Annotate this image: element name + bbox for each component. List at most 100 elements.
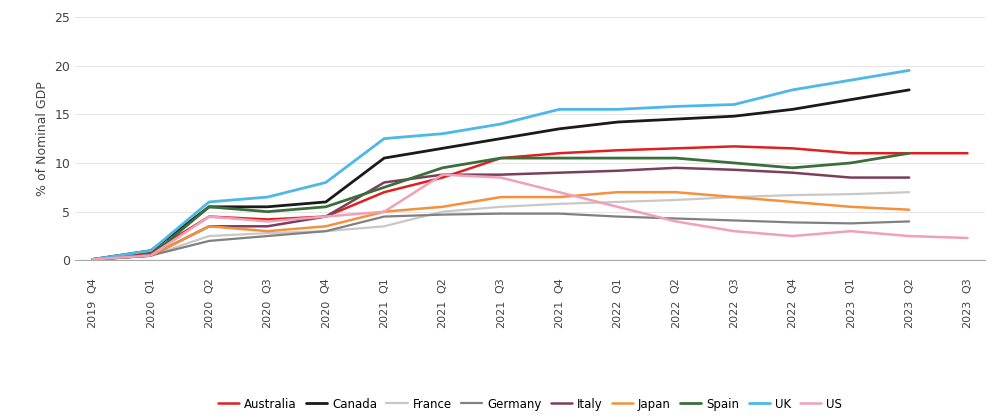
US: [145, 253, 157, 258]
Australia: [436, 175, 448, 180]
Italy: [145, 253, 157, 258]
Australia: [495, 155, 507, 160]
Italy: [903, 175, 915, 180]
Italy: [728, 167, 740, 172]
US: [612, 204, 624, 209]
UK: [903, 68, 915, 73]
Y-axis label: % of Nominal GDP: % of Nominal GDP: [36, 81, 49, 196]
Australia: [145, 250, 157, 255]
Canada: [612, 120, 624, 125]
Italy: [670, 165, 682, 171]
Line: France: France: [92, 192, 909, 260]
Canada: [145, 248, 157, 253]
Spain: [203, 204, 215, 209]
Text: Q4: Q4: [554, 277, 564, 293]
Text: 2022: 2022: [788, 299, 798, 328]
Germany: [436, 212, 448, 217]
US: [320, 214, 332, 219]
US: [961, 236, 973, 241]
UK: [728, 102, 740, 107]
Italy: [495, 172, 507, 177]
Japan: [845, 204, 857, 209]
Canada: [378, 155, 390, 160]
Australia: [903, 151, 915, 156]
France: [903, 190, 915, 195]
UK: [203, 200, 215, 205]
France: [728, 194, 740, 200]
Spain: [786, 165, 798, 171]
UK: [320, 180, 332, 185]
US: [903, 234, 915, 239]
Japan: [612, 190, 624, 195]
Canada: [86, 257, 98, 262]
Canada: [670, 117, 682, 122]
Australia: [553, 151, 565, 156]
Text: 2021: 2021: [554, 299, 564, 328]
Australia: [378, 190, 390, 195]
US: [436, 172, 448, 177]
Legend: Australia, Canada, France, Germany, Italy, Japan, Spain, UK, US: Australia, Canada, France, Germany, Ital…: [213, 393, 847, 415]
Japan: [378, 209, 390, 214]
Australia: [670, 146, 682, 151]
France: [145, 253, 157, 258]
Germany: [86, 257, 98, 262]
Text: 2022: 2022: [612, 299, 622, 328]
Text: 2023: 2023: [904, 299, 914, 328]
Text: 2021: 2021: [379, 299, 389, 328]
US: [553, 190, 565, 195]
France: [786, 193, 798, 198]
Germany: [845, 221, 857, 226]
Italy: [553, 170, 565, 175]
France: [436, 209, 448, 214]
Japan: [436, 204, 448, 209]
Spain: [320, 204, 332, 209]
Spain: [436, 165, 448, 171]
Line: US: US: [92, 175, 967, 260]
US: [86, 257, 98, 262]
Canada: [495, 136, 507, 141]
Japan: [262, 228, 274, 234]
Line: Australia: Australia: [92, 147, 967, 260]
UK: [845, 78, 857, 83]
Spain: [612, 155, 624, 160]
Text: 2019: 2019: [88, 299, 98, 328]
Italy: [203, 224, 215, 229]
Australia: [961, 151, 973, 156]
Japan: [320, 224, 332, 229]
Germany: [320, 228, 332, 234]
Australia: [845, 151, 857, 156]
Italy: [86, 257, 98, 262]
Spain: [86, 257, 98, 262]
Canada: [728, 114, 740, 119]
Japan: [728, 194, 740, 200]
Line: Italy: Italy: [92, 168, 909, 260]
Text: Q1: Q1: [612, 277, 622, 293]
Text: Q3: Q3: [729, 277, 739, 293]
Text: Q2: Q2: [904, 277, 914, 293]
UK: [670, 104, 682, 109]
Text: Q1: Q1: [846, 277, 856, 293]
Japan: [786, 200, 798, 205]
Text: Q4: Q4: [788, 277, 798, 293]
Text: Q1: Q1: [146, 277, 156, 293]
US: [495, 175, 507, 180]
Text: Q4: Q4: [88, 277, 98, 293]
Japan: [203, 224, 215, 229]
Text: Q2: Q2: [204, 277, 214, 293]
France: [670, 197, 682, 202]
Germany: [203, 239, 215, 244]
US: [203, 214, 215, 219]
Japan: [903, 207, 915, 212]
Text: 2022: 2022: [671, 299, 681, 328]
Italy: [612, 168, 624, 173]
France: [845, 192, 857, 197]
Line: Germany: Germany: [92, 214, 909, 260]
Canada: [436, 146, 448, 151]
Australia: [728, 144, 740, 149]
Text: 2021: 2021: [496, 299, 506, 328]
Spain: [728, 160, 740, 165]
France: [86, 257, 98, 262]
Japan: [553, 194, 565, 200]
Germany: [670, 216, 682, 221]
UK: [86, 257, 98, 262]
